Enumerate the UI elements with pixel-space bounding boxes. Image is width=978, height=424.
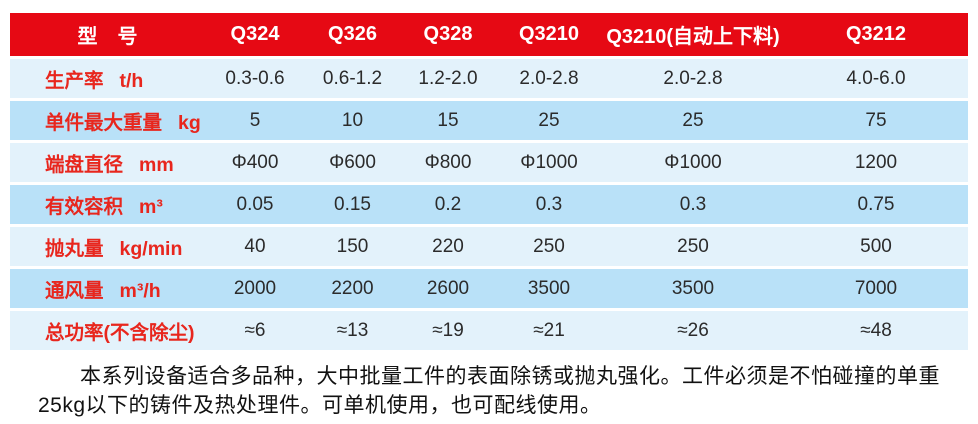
spec-value-cell: 3500 [671, 277, 715, 299]
spec-table-body: 生产率 t/h 0.3-0.6 0.6-1.2 1.2-2.0 2.0-2.8 2.0-2.… [10, 59, 968, 350]
spec-value-cell: 7000 [854, 277, 898, 299]
spec-value-cell: ≈6 [244, 319, 266, 341]
spec-value-cell: ≈26 [677, 319, 709, 341]
row-unit: m³/h [119, 280, 161, 302]
row-label-text: 抛丸量 [45, 238, 104, 260]
spec-value-cell: 15 [437, 109, 459, 131]
column-header: Q326 [305, 13, 400, 56]
spec-value-cell: Φ400 [231, 151, 279, 173]
spec-table: 型 号 Q324 Q326 Q328 Q3210 Q3210(自动上下料) Q3212 生产… [10, 10, 968, 353]
row-unit: kg [178, 112, 201, 134]
spec-value-cell: 3500 [527, 277, 571, 299]
column-header: Q3210 [496, 13, 602, 56]
spec-value-cell: 500 [860, 235, 892, 257]
row-label-text: 生产率 [45, 70, 104, 92]
table-row: 通风量 m³/h 2000 2200 2600 3500 3500 7000 [10, 269, 968, 308]
spec-value-cell: 250 [533, 235, 565, 257]
table-row: 生产率 t/h 0.3-0.6 0.6-1.2 1.2-2.0 2.0-2.8 2.0-2.… [10, 59, 968, 98]
column-header: Q324 [205, 13, 305, 56]
spec-value-cell: 0.2 [434, 193, 462, 215]
spec-value-cell: ≈19 [432, 319, 464, 341]
row-label: 通风量 m³/h [10, 269, 205, 308]
row-label-text: 有效容积 [45, 196, 124, 218]
spec-value-cell: 4.0-6.0 [846, 67, 906, 89]
column-header: Q3212 [784, 13, 968, 56]
spec-value-cell: 10 [341, 109, 364, 131]
table-row: 总功率(不含除尘) ≈6 ≈13 ≈19 ≈21 ≈26 ≈48 [10, 311, 968, 350]
spec-value-cell: 2.0-2.8 [519, 67, 579, 89]
spec-value-cell: Φ800 [424, 151, 472, 173]
row-label-text: 单件最大重量 [45, 112, 163, 134]
row-unit: t/h [119, 70, 144, 92]
row-label: 单件最大重量 kg [10, 101, 205, 140]
spec-value-cell: ≈21 [533, 319, 565, 341]
spec-value-cell: 2000 [233, 277, 277, 299]
row-label: 生产率 t/h [10, 59, 205, 98]
spec-value-cell: 0.6-1.2 [322, 67, 383, 89]
description-paragraph: 本系列设备适合多品种，大中批量工件的表面除锈或抛丸强化。工件必须是不怕碰撞的单重… [38, 365, 940, 418]
spec-value-cell: 220 [432, 235, 464, 257]
spec-value-cell: ≈48 [860, 319, 892, 341]
table-row: 抛丸量 kg/min 40 150 220 250 250 500 [10, 227, 968, 266]
row-label-text: 端盘直径 [45, 154, 124, 176]
table-row: 单件最大重量 kg 5 10 15 25 25 75 [10, 101, 968, 140]
spec-value-cell: Φ1000 [520, 151, 578, 173]
column-header: Q328 [400, 13, 496, 56]
spec-value-cell: 2.0-2.8 [663, 67, 723, 89]
spec-value-cell: 25 [682, 109, 704, 131]
table-row: 端盘直径 mm Φ400 Φ600 Φ800 Φ1000 Φ1000 1200 [10, 143, 968, 182]
spec-value-cell: 150 [336, 235, 369, 257]
row-unit: m³ [139, 196, 163, 218]
spec-value-cell: 0.3 [535, 193, 563, 215]
column-header: 型 号 [10, 13, 205, 56]
table-header-row: 型 号 Q324 Q326 Q328 Q3210 Q3210(自动上下料) Q3212 [10, 13, 968, 56]
spec-value-cell: 5 [249, 109, 261, 131]
spec-value-cell: 2600 [426, 277, 470, 299]
row-unit: mm [139, 154, 174, 176]
row-label: 总功率(不含除尘) [10, 311, 205, 350]
spec-value-cell: 2200 [331, 277, 374, 299]
spec-value-cell: 1200 [854, 151, 898, 173]
spec-value-cell: 75 [865, 109, 887, 131]
spec-value-cell: Φ1000 [664, 151, 722, 173]
row-label: 抛丸量 kg/min [10, 227, 205, 266]
spec-value-cell: 0.3 [679, 193, 707, 215]
spec-table-head: 型 号 Q324 Q326 Q328 Q3210 Q3210(自动上下料) Q3212 [10, 13, 968, 56]
table-row: 有效容积 m³ 0.05 0.15 0.2 0.3 0.3 0.75 [10, 185, 968, 224]
spec-value-cell: ≈13 [336, 319, 369, 341]
row-label-text: 通风量 [45, 280, 104, 302]
row-label: 端盘直径 mm [10, 143, 205, 182]
spec-value-cell: 0.05 [236, 193, 274, 215]
spec-value-cell: 1.2-2.0 [418, 67, 478, 89]
spec-value-cell: 0.75 [857, 193, 895, 215]
row-label-text: 总功率(不含除尘) [45, 322, 195, 344]
spec-value-cell: 250 [677, 235, 709, 257]
column-header: Q3210(自动上下料) [602, 13, 784, 56]
row-unit: kg/min [119, 238, 183, 260]
spec-value-cell: 0.15 [334, 193, 371, 215]
spec-value-cell: 0.3-0.6 [225, 67, 285, 89]
spec-value-cell: 25 [538, 109, 560, 131]
spec-value-cell: 40 [244, 235, 266, 257]
row-label: 有效容积 m³ [10, 185, 205, 224]
spec-value-cell: Φ600 [329, 151, 376, 173]
